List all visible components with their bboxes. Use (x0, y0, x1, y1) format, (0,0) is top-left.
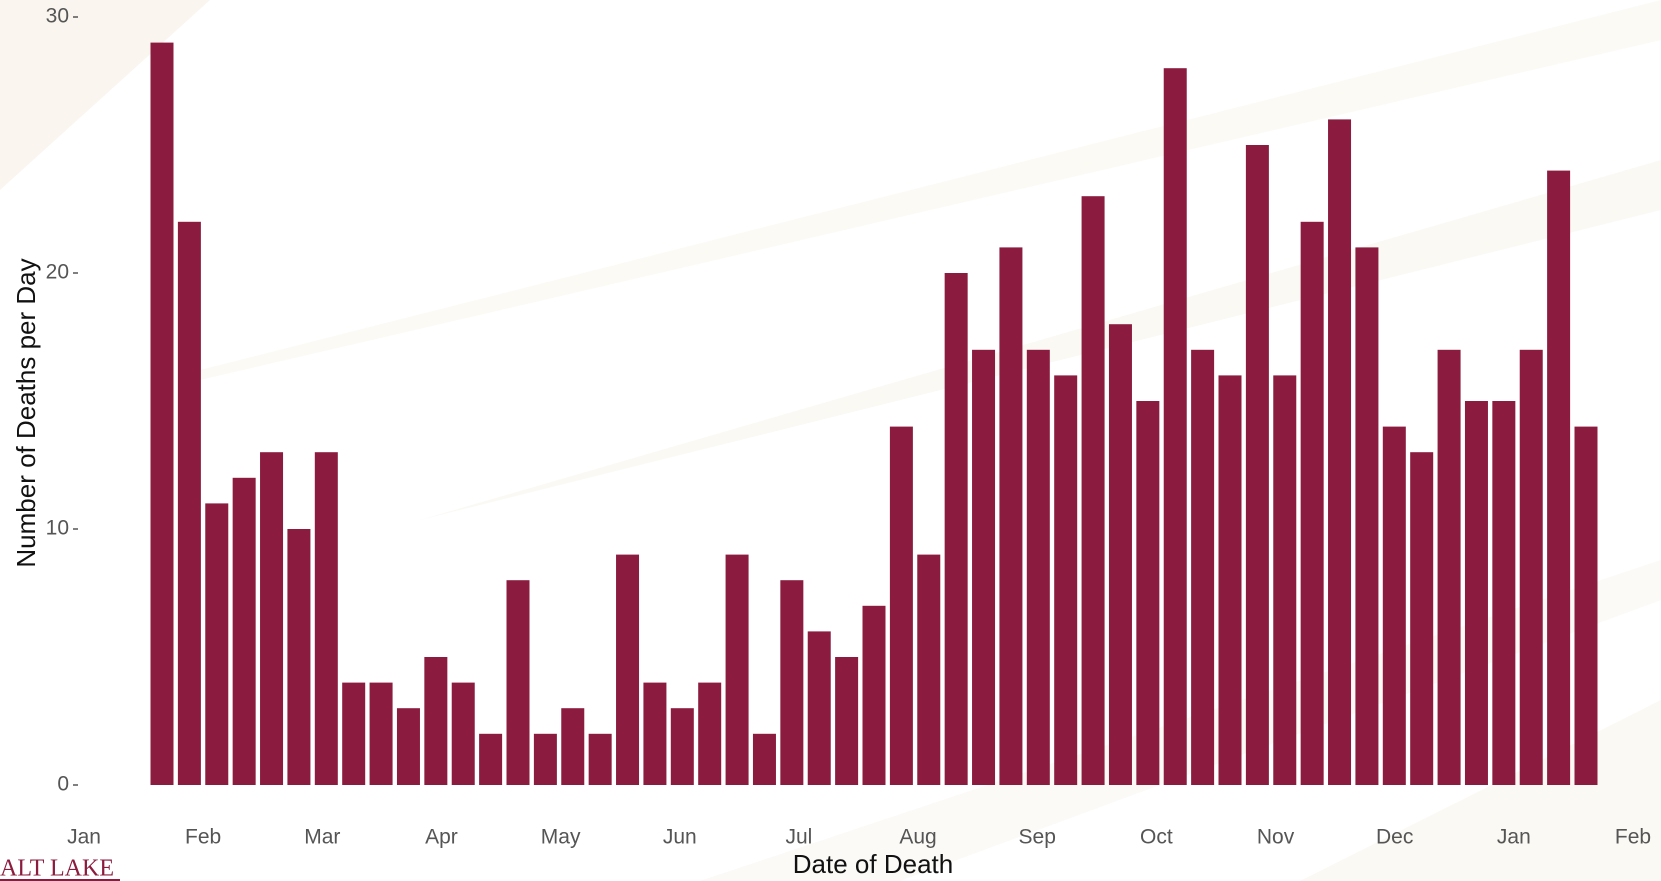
bar (451, 682, 475, 785)
bar (506, 580, 530, 785)
bar (177, 221, 201, 786)
bar (807, 631, 831, 785)
bar (670, 708, 694, 785)
bar (260, 452, 284, 785)
x-tick-label: Nov (1257, 826, 1295, 849)
x-tick-label: Feb (185, 826, 221, 849)
bar (1410, 452, 1434, 785)
y-tick-label: 30 (46, 5, 69, 28)
bar (396, 708, 420, 785)
bar (698, 682, 722, 785)
bar (1300, 221, 1324, 786)
x-axis-title: Date of Death (793, 849, 953, 879)
y-axis-title: Number of Deaths per Day (11, 258, 41, 567)
bar (1163, 68, 1187, 785)
bar (1108, 324, 1132, 785)
bar (1437, 349, 1461, 785)
x-tick-label: Aug (899, 826, 936, 849)
x-tick-label: Jan (1497, 826, 1531, 849)
x-tick-label: Jun (663, 826, 697, 849)
x-tick-label: Oct (1140, 826, 1173, 849)
bar (314, 452, 338, 785)
bar (1519, 349, 1543, 785)
bar (424, 657, 448, 785)
x-tick-label: Dec (1376, 826, 1413, 849)
bar (862, 605, 886, 785)
bar (1191, 349, 1215, 785)
x-tick-label: May (541, 826, 581, 849)
bar (643, 682, 667, 785)
bar (972, 349, 996, 785)
bar (1382, 426, 1406, 785)
bar (205, 503, 229, 785)
x-tick-label: Apr (425, 826, 458, 849)
bar (561, 708, 585, 785)
bar (1574, 426, 1598, 785)
bar (752, 733, 776, 785)
x-tick-label: Jan (67, 826, 101, 849)
bar (1328, 119, 1352, 785)
bar (889, 426, 913, 785)
bar (780, 580, 804, 785)
bar (1026, 349, 1050, 785)
bar (342, 682, 366, 785)
bar (232, 477, 256, 785)
bar (944, 273, 968, 785)
bar (1081, 196, 1105, 785)
bar (287, 529, 311, 785)
bar (1492, 401, 1516, 785)
bar (725, 554, 749, 785)
y-tick-label: 20 (46, 261, 69, 284)
bar (917, 554, 941, 785)
bar (616, 554, 640, 785)
x-tick-label: Sep (1019, 826, 1056, 849)
bar (1547, 170, 1571, 786)
bar (1273, 375, 1297, 785)
bar (150, 42, 174, 786)
x-tick-label: Mar (304, 826, 340, 849)
bar (533, 733, 557, 785)
bar (1355, 247, 1379, 785)
y-tick-label: 10 (46, 517, 69, 540)
bar (479, 733, 503, 785)
x-tick-label: Feb (1615, 826, 1651, 849)
bar (1245, 145, 1269, 785)
x-tick-label: Jul (785, 826, 812, 849)
bar (369, 682, 393, 785)
bar (835, 657, 859, 785)
bar (1136, 401, 1160, 785)
bar (1464, 401, 1488, 785)
bar (1054, 375, 1078, 785)
y-tick-label: 0 (57, 773, 69, 796)
logo-text: ALT LAKE (0, 856, 114, 881)
bar (1218, 375, 1242, 785)
bar (999, 247, 1023, 785)
bar (588, 733, 612, 785)
